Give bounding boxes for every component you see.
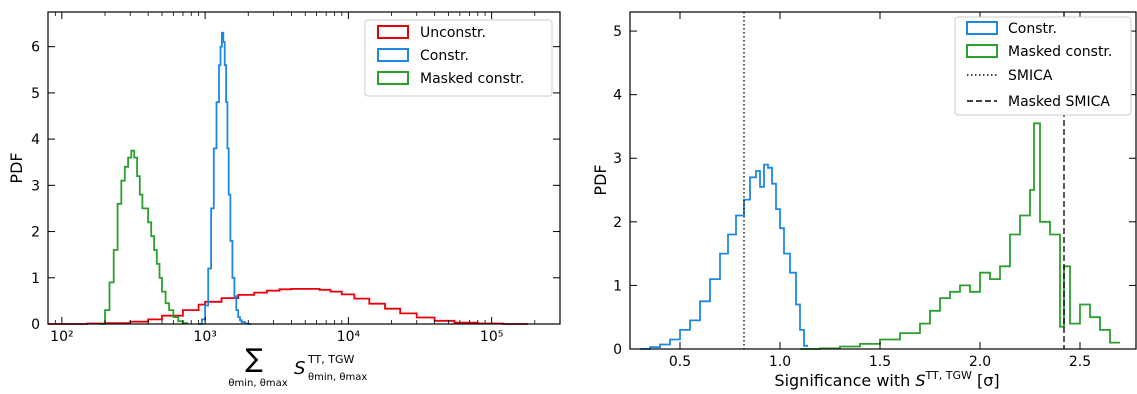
right-xtick-label: 0.5	[669, 354, 691, 370]
right-ytick-label: 2	[613, 215, 622, 231]
left-ytick-label: 2	[31, 225, 40, 241]
right-ytick-label: 5	[613, 24, 622, 40]
left-xtick-label: 10⁵	[480, 329, 503, 345]
left-series-masked-constr	[98, 149, 189, 325]
left-xtick-label: 10³	[193, 329, 216, 345]
left-plot-area	[48, 31, 529, 325]
left-legend-label-constr: Constr.	[420, 48, 469, 64]
left-xlabel-s-sub: θmin, θmax	[308, 372, 367, 383]
left-legend-swatch-masked	[377, 71, 409, 85]
right-ytick-label: 0	[613, 342, 622, 358]
left-ticks: 10² 10³ 10⁴ 10⁵ 0 1 2 3 4 5 6	[31, 12, 561, 345]
right-ytick-label: 4	[613, 88, 622, 104]
right-legend-swatch-constr	[966, 21, 998, 35]
right-series-masked-constr	[800, 122, 1120, 350]
left-ytick-label: 5	[31, 86, 40, 102]
left-xlabel-sum-sub: θmin, θmax	[228, 378, 287, 389]
left-panel: 10² 10³ 10⁴ 10⁵ 0 1 2 3 4 5 6 PDF ∑ θmin, θmax S T…	[7, 11, 561, 389]
left-series-unconstr	[48, 288, 529, 325]
left-legend-swatch-constr	[377, 48, 409, 62]
right-axes-frame	[629, 11, 1137, 350]
left-legend-label-unconstr: Unconstr.	[420, 25, 486, 41]
right-legend-label-constr: Constr.	[1008, 21, 1057, 37]
left-legend: Unconstr. Constr. Masked constr.	[364, 19, 553, 97]
right-xtick-label: 1.5	[869, 354, 891, 370]
left-legend-label-masked: Masked constr.	[420, 71, 524, 87]
left-xlabel-s-sup: TT, TGW	[307, 353, 354, 366]
left-xtick-label: 10²	[50, 329, 73, 345]
right-xlabel-s: S	[915, 371, 925, 390]
left-legend-box	[364, 19, 553, 97]
left-ytick-label: 0	[31, 317, 40, 333]
right-xtick-label: 2.0	[969, 354, 991, 370]
right-xlabel-post: [σ]	[972, 371, 1000, 390]
left-xlabel-s: S	[294, 358, 305, 379]
right-xlabel-pre: Significance with	[774, 371, 915, 390]
left-ytick-label: 3	[31, 178, 40, 194]
right-legend: Constr. Masked constr. SMICA Masked SMIC…	[954, 16, 1132, 116]
right-series-constr	[640, 163, 808, 350]
right-ylabel: PDF	[591, 164, 610, 195]
left-ytick-label: 1	[31, 271, 40, 287]
left-xlabel-sum: ∑	[245, 344, 263, 374]
right-legend-swatch-masked	[966, 44, 998, 58]
left-ylabel: PDF	[7, 152, 26, 183]
right-ticks: 0.5 1.0 1.5 2.0 2.5 0 1 2 3 4 5	[613, 12, 1136, 370]
right-ytick-label: 3	[613, 151, 622, 167]
right-xlabel-s-sup: TT, TGW	[925, 369, 972, 382]
left-axes-frame	[47, 11, 561, 325]
left-series-constr	[198, 31, 252, 325]
left-ytick-label: 4	[31, 132, 40, 148]
left-xtick-label: 10⁴	[337, 329, 361, 345]
right-legend-label-smica: SMICA	[1008, 68, 1053, 84]
left-xlabel: ∑ θmin, θmax S TT, TGW θmin, θmax	[228, 344, 367, 389]
left-legend-swatch-unconstr	[377, 25, 409, 39]
right-panel: 0.5 1.0 1.5 2.0 2.5 0 1 2 3 4 5 PDF Significance w…	[591, 11, 1137, 390]
right-xtick-label: 2.5	[1069, 354, 1091, 370]
right-xlabel: Significance with STT, TGW [σ]	[774, 369, 999, 390]
right-legend-box	[954, 16, 1132, 116]
right-xtick-label: 1.0	[769, 354, 791, 370]
right-legend-label-masked: Masked constr.	[1008, 44, 1112, 60]
left-ytick-label: 6	[31, 40, 40, 56]
right-legend-label-masked-smica: Masked SMICA	[1008, 94, 1110, 110]
right-ytick-label: 1	[613, 278, 622, 294]
